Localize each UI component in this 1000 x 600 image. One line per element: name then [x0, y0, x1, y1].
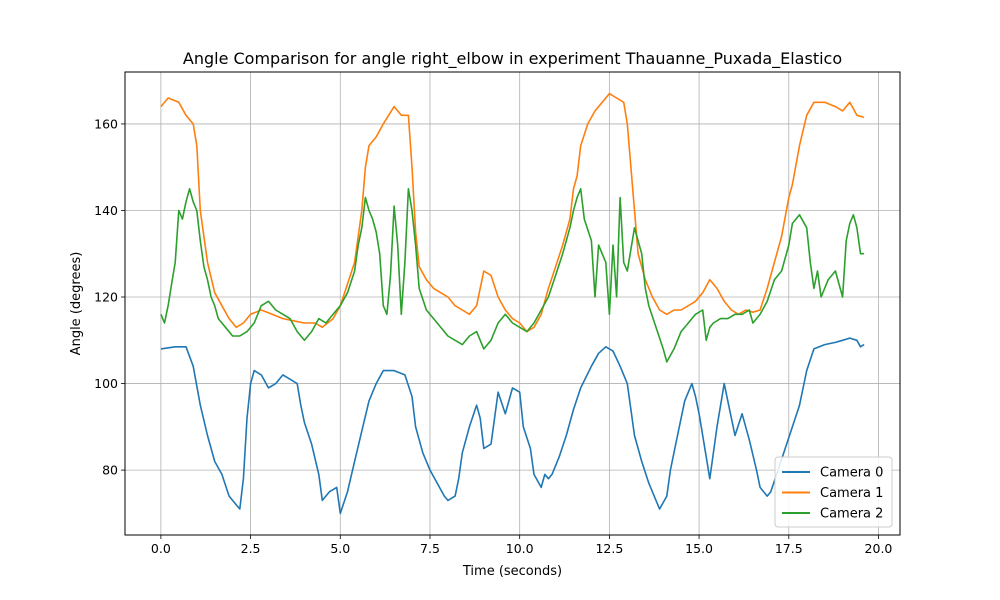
- x-tick-label: 20.0: [865, 541, 893, 556]
- chart-title: Angle Comparison for angle right_elbow i…: [183, 49, 842, 69]
- y-tick-label: 100: [94, 376, 118, 391]
- series-line-camera-2: [160, 188, 865, 363]
- axis-ticks: 0.0 2.5 5.0 7.5 10.0 12.5 15.0 17.5 20.0 80 100 120…: [94, 116, 892, 556]
- series-lines: [160, 92, 865, 515]
- x-tick-label: 0.0: [151, 541, 171, 556]
- legend-label: Camera 1: [820, 486, 883, 501]
- legend: Camera 0 Camera 1 Camera 2: [774, 456, 893, 528]
- x-axis-label: Time (seconds): [462, 564, 562, 579]
- plot-frame: [124, 71, 901, 536]
- y-tick-label: 140: [94, 203, 118, 218]
- y-tick-label: 120: [94, 290, 118, 305]
- x-tick-label: 17.5: [775, 541, 803, 556]
- y-tick-label: 160: [94, 116, 118, 131]
- y-tick-label: 80: [102, 463, 118, 478]
- legend-box: [774, 456, 893, 528]
- y-axis-label: Angle (degrees): [69, 252, 84, 356]
- x-tick-label: 15.0: [685, 541, 713, 556]
- x-tick-label: 5.0: [330, 541, 350, 556]
- x-tick-label: 7.5: [420, 541, 440, 556]
- legend-label: Camera 0: [820, 466, 883, 481]
- x-tick-label: 12.5: [595, 541, 623, 556]
- x-tick-label: 2.5: [241, 541, 261, 556]
- legend-label: Camera 2: [820, 507, 883, 522]
- series-line-camera-0: [160, 337, 865, 515]
- x-tick-label: 10.0: [506, 541, 534, 556]
